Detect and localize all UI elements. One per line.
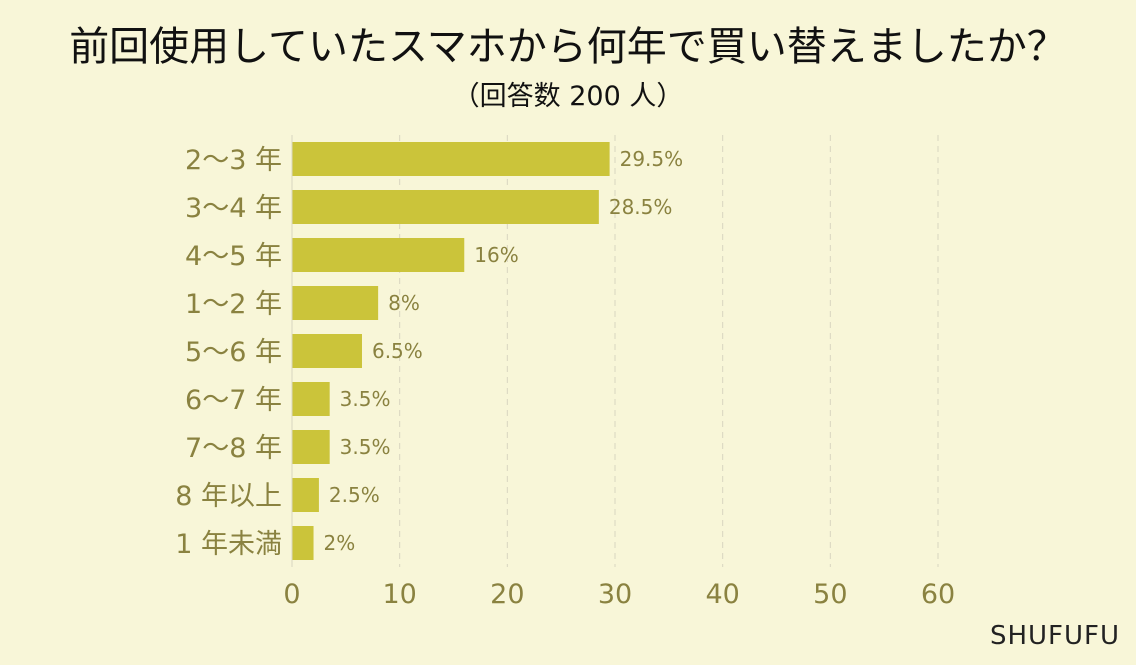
category-label: 7～8 年	[185, 433, 282, 464]
category-label: 4～5 年	[185, 241, 282, 272]
category-label: 1 年未満	[175, 529, 282, 560]
value-label: 16%	[474, 243, 518, 267]
x-tick-label: 50	[813, 579, 847, 610]
bar	[292, 334, 362, 368]
value-label: 2%	[324, 531, 356, 555]
bar	[292, 142, 610, 176]
x-tick-label: 60	[921, 579, 955, 610]
category-label: 1～2 年	[185, 289, 282, 320]
bar	[292, 286, 379, 320]
chart-subtitle: （回答数 200 人）	[452, 81, 684, 112]
category-label: 3～4 年	[185, 193, 282, 224]
category-label: 5～6 年	[185, 337, 282, 368]
value-labels: 29.5% 28.5% 16% 8% 6.5% 3.5% 3.5% 2.5% 2%	[324, 147, 684, 555]
x-tick-label: 10	[382, 579, 416, 610]
category-labels: 2～3 年 3～4 年 4～5 年 1～2 年 5～6 年 6～7 年 7～8 年 8 年以上…	[175, 145, 282, 560]
value-label: 3.5%	[340, 435, 391, 459]
x-axis-ticks: 0 10 20 30 40 50 60	[283, 579, 955, 610]
bar	[292, 238, 465, 272]
bar	[292, 190, 599, 224]
value-label: 2.5%	[329, 483, 380, 507]
value-label: 28.5%	[609, 195, 673, 219]
chart-title: 前回使用していたスマホから何年で買い替えましたか？	[69, 24, 1067, 70]
bars	[292, 142, 610, 560]
brand-logo-text: SHUFUFU	[989, 621, 1120, 651]
value-label: 6.5%	[372, 339, 423, 363]
category-label: 2～3 年	[185, 145, 282, 176]
x-tick-label: 40	[705, 579, 739, 610]
x-tick-label: 0	[283, 579, 300, 610]
x-tick-label: 30	[598, 579, 632, 610]
bar	[292, 382, 330, 416]
category-label: 8 年以上	[175, 481, 282, 512]
bar	[292, 478, 319, 512]
x-tick-label: 20	[490, 579, 524, 610]
value-label: 3.5%	[340, 387, 391, 411]
value-label: 8%	[388, 291, 420, 315]
bar	[292, 430, 330, 464]
category-label: 6～7 年	[185, 385, 282, 416]
value-label: 29.5%	[620, 147, 684, 171]
bar	[292, 526, 314, 560]
